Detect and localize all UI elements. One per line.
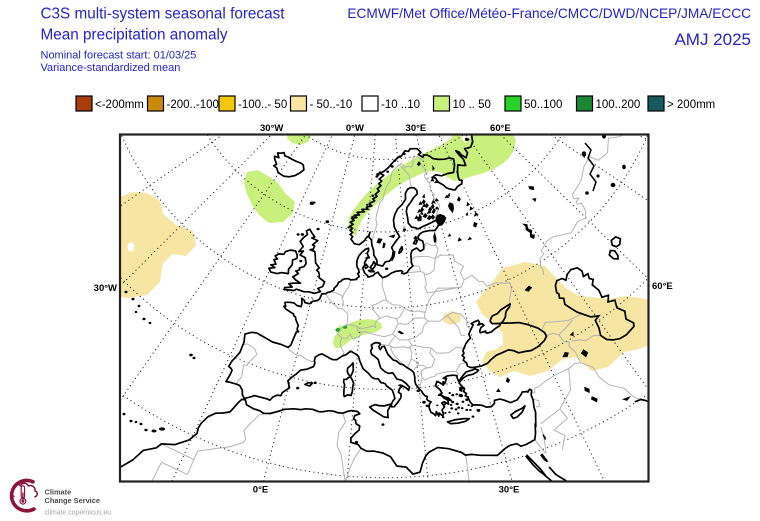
svg-text:Climate: Climate <box>45 488 72 497</box>
svg-text:> 200mm: > 200mm <box>667 99 715 111</box>
svg-text:Variance-standardized mean: Variance-standardized mean <box>41 62 181 74</box>
svg-text:<-200mm: <-200mm <box>95 99 144 111</box>
svg-text:50..100: 50..100 <box>524 99 562 111</box>
svg-text:-200..-100: -200..-100 <box>167 99 219 111</box>
svg-text:Mean precipitation anomaly: Mean precipitation anomaly <box>41 27 228 44</box>
svg-text:Change Service: Change Service <box>45 496 100 505</box>
svg-text:ECMWF/Met Office/Météo-France/: ECMWF/Met Office/Météo-France/CMCC/DWD/N… <box>347 6 751 21</box>
svg-text:Nominal forecast start: 01/03/: Nominal forecast start: 01/03/25 <box>41 50 197 62</box>
svg-text:-100..- 50: -100..- 50 <box>238 99 287 111</box>
svg-text:30°E: 30°E <box>406 123 427 134</box>
svg-text:climate.copernicus.eu: climate.copernicus.eu <box>45 510 112 517</box>
svg-text:-10 ..10: -10 ..10 <box>381 99 420 111</box>
svg-text:0°E: 0°E <box>253 485 268 496</box>
svg-text:100..200: 100..200 <box>596 99 641 111</box>
svg-text:C3S multi-system seasonal fore: C3S multi-system seasonal forecast <box>41 6 286 23</box>
svg-text:- 50..-10: - 50..-10 <box>310 99 353 111</box>
svg-text:60°E: 60°E <box>652 281 673 292</box>
svg-text:30°W: 30°W <box>94 283 117 294</box>
svg-text:30°E: 30°E <box>499 485 520 496</box>
svg-text:30°W: 30°W <box>260 123 283 134</box>
svg-text:AMJ 2025: AMJ 2025 <box>674 30 751 49</box>
svg-text:10 .. 50: 10 .. 50 <box>453 99 491 111</box>
svg-text:60°E: 60°E <box>490 123 511 134</box>
svg-text:0°W: 0°W <box>346 123 364 134</box>
